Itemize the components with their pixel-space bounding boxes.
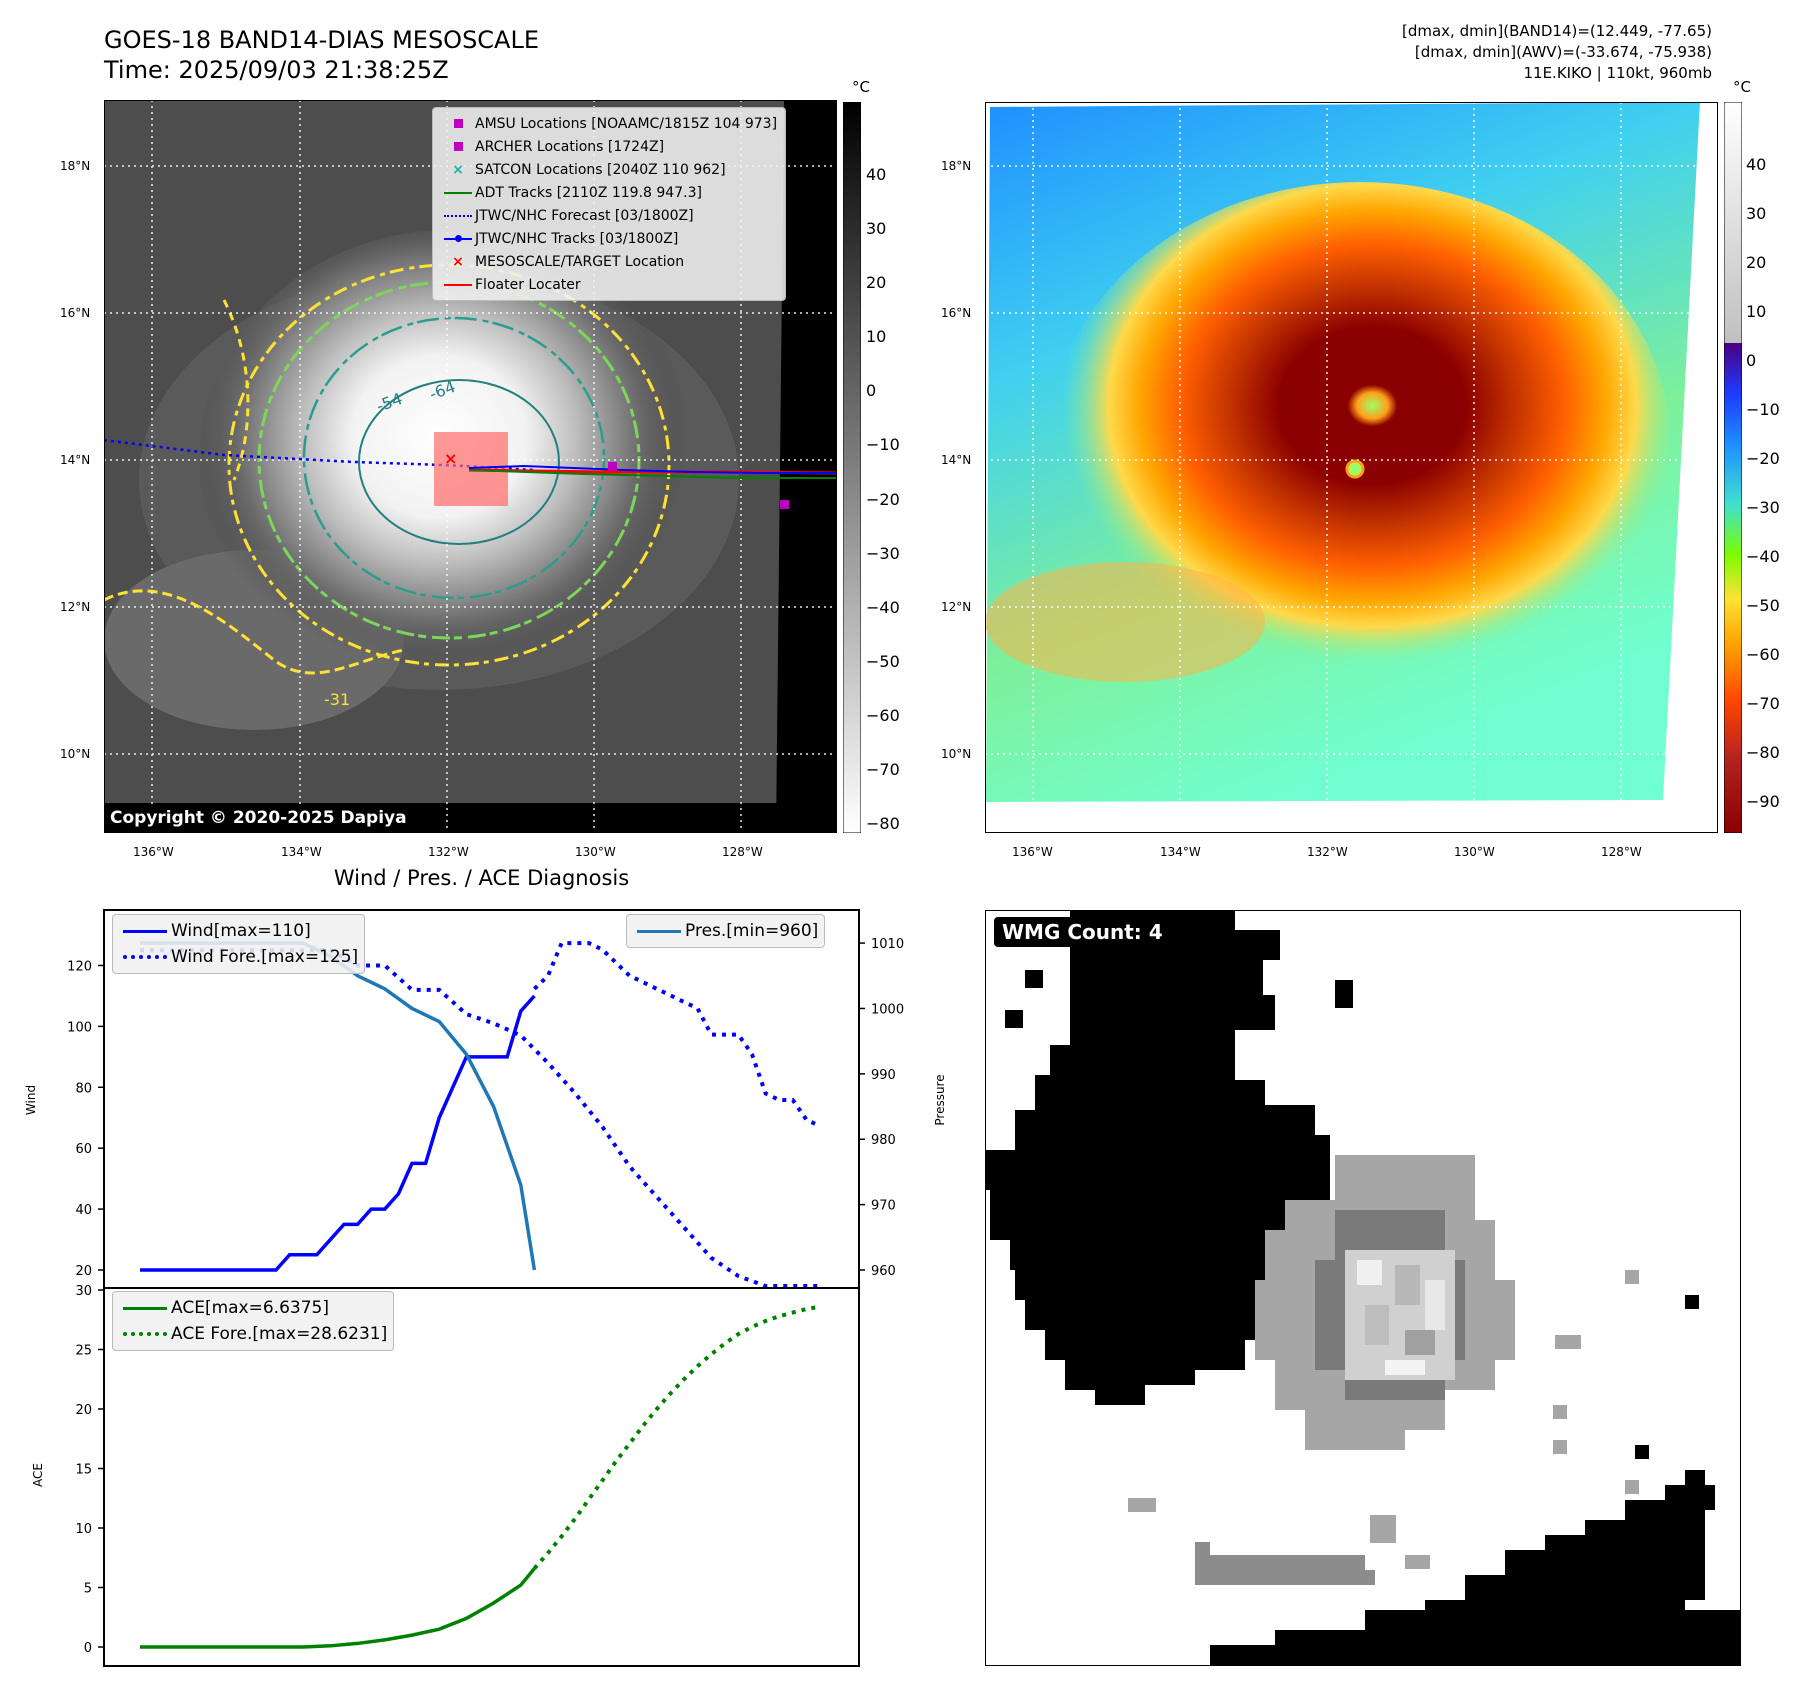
ace-ytick-label: 30 xyxy=(75,1284,92,1299)
wmg-count-label: WMG Count: 4 xyxy=(994,917,1171,947)
contour-yellow xyxy=(227,263,671,667)
legend-archer: ARCHER Locations [1724Z] xyxy=(441,135,777,158)
pressure-ytick-label: 960 xyxy=(871,1264,896,1279)
awv-colorbar-unit: °C xyxy=(1733,78,1751,96)
ir-colorbar-unit: °C xyxy=(852,78,870,96)
legend-adt: ADT Tracks [2110Z 119.8 947.3] xyxy=(441,181,777,204)
ace-ytick-label: 20 xyxy=(75,1403,92,1418)
pressure-ytick-label: 980 xyxy=(871,1133,896,1148)
ir-lat-10: 10°N xyxy=(60,747,91,761)
legend-floater: Floater Locater xyxy=(441,273,777,296)
legend-wind: Wind[max=110] xyxy=(119,918,358,944)
ir-lon-130: 130°W xyxy=(575,845,616,859)
awv-eye xyxy=(1345,459,1365,479)
ir-lon-128: 128°W xyxy=(722,845,763,859)
adt-track xyxy=(468,469,837,479)
awv-lat-16: 16°N xyxy=(941,306,972,320)
awv-colorbar-ticks: 40 30 20 10 0 −10 −20 −30 −40 −50 −60 −70 −80 −90 xyxy=(1746,155,1780,811)
pressure-ytick-label: 1010 xyxy=(871,937,904,952)
amsu-marker xyxy=(780,500,789,509)
pressure-ytick-label: 1000 xyxy=(871,1002,904,1017)
awv-lon-134: 134°W xyxy=(1160,845,1201,859)
ace-ytick-label: 10 xyxy=(75,1522,92,1537)
legend-jtwc-forecast: JTWC/NHC Forecast [03/1800Z] xyxy=(441,204,777,227)
contour-teal-outer xyxy=(302,316,606,600)
wind-ytick-label: 80 xyxy=(75,1081,92,1096)
awv-satellite-panel xyxy=(985,102,1718,833)
spiral-band-west xyxy=(104,589,405,675)
wind-ytick-label: 120 xyxy=(67,959,92,974)
info-line3: 11E.KIKO | 110kt, 960mb xyxy=(1523,64,1712,82)
ace-chart: 0 5 10 15 20 25 30 ACE xyxy=(31,1284,860,1667)
awv-lat-18: 18°N xyxy=(941,159,972,173)
ir-lon-136: 136°W xyxy=(133,845,174,859)
wind-legend: Wind[max=110] Wind Fore.[max=125] xyxy=(112,914,366,974)
awv-lon-136: 136°W xyxy=(1012,845,1053,859)
ir-colorbar-ticks: 40 30 20 10 0 −10 −20 −30 −40 −50 −60 −70 −80 xyxy=(866,165,900,834)
ir-legend: AMSU Locations [NOAAMC/1815Z 104 973] AR… xyxy=(432,107,787,301)
contour-label-31: -31 xyxy=(324,690,350,709)
wind-ytick-label: 20 xyxy=(75,1264,92,1279)
wind-forecast-line xyxy=(140,948,820,1288)
ir-lat-16: 16°N xyxy=(60,306,91,320)
figure-title-line2: Time: 2025/09/03 21:38:25Z xyxy=(104,56,449,84)
wind-ylabel: Wind xyxy=(24,1085,38,1115)
ir-lon-134: 134°W xyxy=(281,845,322,859)
jtwc-track xyxy=(468,464,837,474)
wind-ytick-label: 60 xyxy=(75,1142,92,1157)
ace-ytick-label: 5 xyxy=(84,1582,92,1597)
figure-title-line1: GOES-18 BAND14-DIAS MESOSCALE xyxy=(104,26,540,54)
pressure-ytick-label: 970 xyxy=(871,1199,896,1214)
awv-lat-14: 14°N xyxy=(941,453,972,467)
wmg-black-band xyxy=(1210,1470,1741,1666)
wind-ytick-label: 100 xyxy=(67,1020,92,1035)
contour-teal-inner xyxy=(358,379,560,545)
legend-amsu: AMSU Locations [NOAAMC/1815Z 104 973] xyxy=(441,112,777,135)
wmg-panel xyxy=(985,910,1741,1666)
ir-colorbar xyxy=(843,102,861,833)
ir-lat-12: 12°N xyxy=(60,600,91,614)
ir-lat-14: 14°N xyxy=(60,453,91,467)
info-line1: [dmax, dmin](BAND14)=(12.449, -77.65) xyxy=(1401,22,1712,40)
archer-marker xyxy=(608,462,617,471)
awv-colorbar xyxy=(1724,102,1742,833)
ace-legend: ACE[max=6.6375] ACE Fore.[max=28.6231] xyxy=(112,1291,395,1351)
wind-ytick-label: 40 xyxy=(75,1203,92,1218)
ace-ytick-label: 15 xyxy=(75,1463,92,1478)
wmg-gray-band xyxy=(1195,1542,1375,1585)
legend-satcon: × SATCON Locations [2040Z 110 962] xyxy=(452,161,726,178)
pressure-ylabel: Pressure xyxy=(933,1074,947,1125)
awv-lon-128: 128°W xyxy=(1601,845,1642,859)
ace-ytick-label: 25 xyxy=(75,1344,92,1359)
diagnosis-title: Wind / Pres. / ACE Diagnosis xyxy=(333,866,630,890)
legend-jtwc-tracks: JTWC/NHC Tracks [03/1800Z] xyxy=(441,227,777,250)
ace-ytick-label: 0 xyxy=(84,1641,92,1656)
awv-lat-10: 10°N xyxy=(941,747,972,761)
ace-forecast-line xyxy=(532,1304,821,1570)
copyright-label: Copyright © 2020-2025 Dapiya xyxy=(104,806,413,830)
info-line2: [dmax, dmin](AWV)=(-33.674, -75.938) xyxy=(1414,43,1712,61)
pressure-legend: Pres.[min=960] xyxy=(626,914,826,948)
legend-target: × MESOSCALE/TARGET Location xyxy=(452,253,685,270)
awv-lat-12: 12°N xyxy=(941,600,972,614)
legend-wind-fore: Wind Fore.[max=125] xyxy=(119,944,358,970)
awv-lon-132: 132°W xyxy=(1307,845,1348,859)
legend-pressure: Pres.[min=960] xyxy=(633,918,818,944)
legend-ace: ACE[max=6.6375] xyxy=(119,1295,387,1321)
ace-series-line xyxy=(140,1567,536,1649)
pressure-ytick-label: 990 xyxy=(871,1068,896,1083)
target-marker: × xyxy=(444,449,457,468)
awv-lon-130: 130°W xyxy=(1454,845,1495,859)
ir-lat-18: 18°N xyxy=(60,159,91,173)
ir-lon-132: 132°W xyxy=(428,845,469,859)
ace-ylabel: ACE xyxy=(31,1463,45,1487)
legend-ace-fore: ACE Fore.[max=28.6231] xyxy=(119,1321,387,1347)
